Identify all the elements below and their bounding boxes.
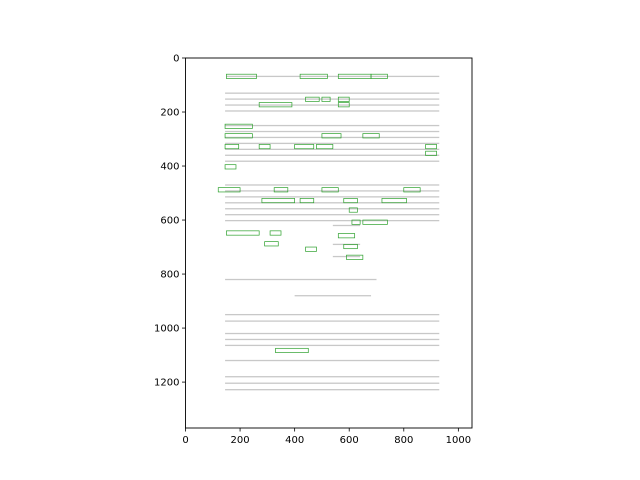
y-tick-label: 400 (160, 162, 179, 173)
document-text-line (225, 332, 440, 335)
document-text-line (225, 104, 440, 106)
document-text-line (225, 130, 440, 133)
annotation-box (370, 73, 388, 79)
document-text-line (225, 278, 377, 281)
annotation-box (343, 198, 358, 204)
x-tick-label: 200 (231, 435, 250, 446)
annotation-box (299, 198, 315, 204)
y-axis-ticks: 0 200 400 600 800 1000 1200 (154, 54, 186, 389)
document-text-line (226, 75, 440, 78)
document-text-line (225, 359, 440, 362)
x-axis-ticks: 0 200 400 600 800 1000 (182, 428, 471, 446)
x-tick-label: 400 (285, 435, 304, 446)
annotation-box (224, 133, 253, 139)
annotation-box (316, 144, 334, 150)
document-text-line (225, 389, 440, 391)
annotation-box (425, 144, 437, 150)
x-tick-label: 0 (182, 435, 188, 446)
annotation-box (337, 102, 350, 108)
x-tick-label: 600 (340, 435, 359, 446)
annotation-box (362, 219, 388, 225)
annotation-box (337, 233, 356, 239)
axes-frame (185, 57, 473, 429)
x-tick-label: 1000 (446, 435, 471, 446)
annotation-box (224, 164, 237, 170)
document-text-line (225, 110, 440, 112)
document-text-line (225, 184, 440, 186)
annotation-box (351, 219, 361, 225)
annotation-box (224, 144, 240, 150)
document-text-line (225, 196, 440, 198)
x-tick-label: 800 (394, 435, 413, 446)
document-text-line (225, 214, 440, 216)
y-tick-label: 1000 (154, 324, 179, 335)
document-text-line (225, 148, 440, 150)
document-text-line (225, 313, 440, 316)
annotation-box (264, 241, 279, 247)
document-text-line (294, 295, 372, 297)
document-text-line (225, 202, 440, 204)
document-text-line (225, 376, 440, 378)
annotation-box (346, 254, 364, 260)
annotation-box (226, 230, 260, 236)
annotation-box (217, 187, 241, 193)
annotation-box (321, 187, 339, 193)
annotation-box (403, 187, 421, 193)
document-text-line (225, 154, 440, 156)
document-text-line (225, 344, 440, 347)
document-text-line (225, 219, 440, 222)
annotation-box (343, 244, 358, 250)
annotation-box (275, 347, 309, 353)
y-tick-label: 800 (160, 270, 179, 281)
annotation-box (299, 73, 328, 79)
document-text-line (225, 136, 440, 139)
document-text-line (225, 208, 440, 210)
y-tick-label: 0 (173, 54, 179, 65)
annotation-box (337, 96, 350, 102)
document-text-line (225, 160, 440, 162)
annotation-box (348, 207, 358, 213)
document-text-line (225, 124, 440, 127)
document-text-line (225, 190, 440, 192)
document-text-line (225, 338, 440, 341)
document-page-image (185, 58, 472, 428)
annotation-box (425, 150, 437, 156)
y-tick-label: 600 (160, 216, 179, 227)
annotation-box (258, 102, 293, 108)
annotation-box (269, 230, 282, 236)
annotation-boxes (217, 73, 437, 353)
annotation-box (305, 246, 317, 252)
annotation-box (381, 198, 407, 204)
annotation-box (321, 133, 342, 139)
annotation-box (321, 96, 331, 102)
y-tick-label: 1200 (154, 378, 179, 389)
annotation-box (261, 198, 295, 204)
annotation-box (226, 73, 257, 79)
annotation-box (258, 144, 271, 150)
annotation-box (224, 123, 253, 129)
y-tick-label: 200 (160, 108, 179, 119)
document-text-line (225, 382, 440, 384)
annotation-box (305, 96, 320, 102)
document-text-line (225, 142, 440, 145)
document-text-line (225, 92, 440, 94)
document-text-line (332, 224, 361, 227)
annotation-box (294, 144, 315, 150)
document-text-line (225, 320, 440, 322)
annotation-box (273, 187, 289, 193)
annotation-box (362, 133, 380, 139)
page-background (185, 58, 472, 428)
document-text-line (225, 98, 440, 100)
